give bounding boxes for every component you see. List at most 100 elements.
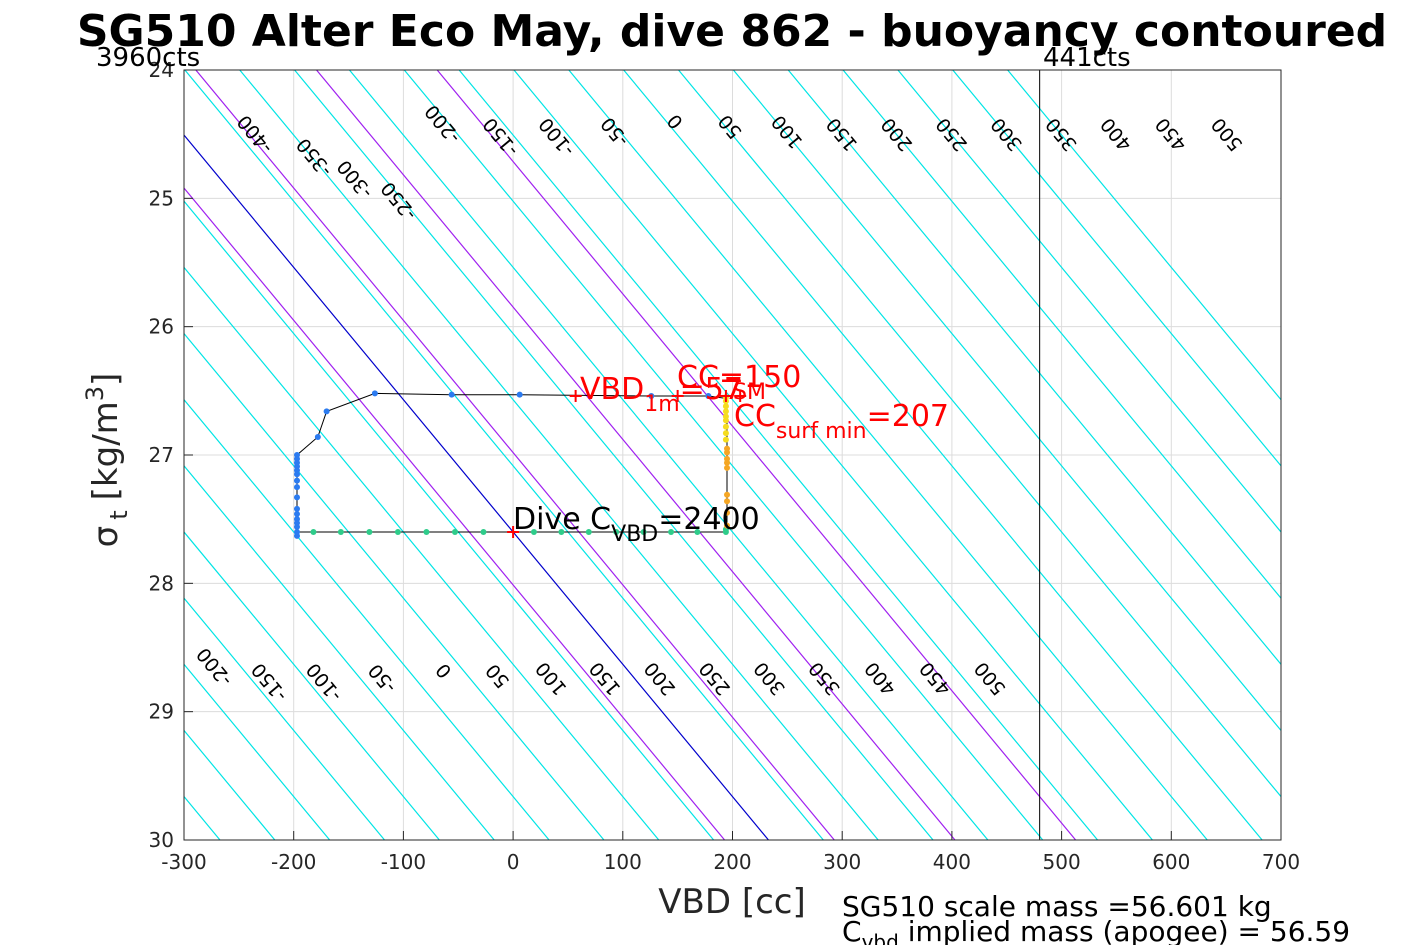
bottom-point [585,529,592,535]
y-tick-label: 27 [149,443,174,467]
buoyancy-contour [184,332,605,840]
annotation-cc: CC=150 [677,360,801,395]
buoyancy-contour [842,70,1281,600]
buoyancy-contour [184,70,824,840]
buoyancy-contour [1007,70,1281,401]
zero-buoyancy-contour [184,134,769,840]
buoyancy-contour [787,70,1281,666]
y-axis-label-end: ] [86,373,126,386]
x-tick-label: 100 [604,850,642,874]
descent-point [293,523,300,530]
svg-text:σt[kg/m3]: σt [kg/m3] [81,373,133,548]
y-tick-label: 30 [149,828,174,852]
range-contour [436,70,1077,840]
bottom-point [394,529,401,535]
y-tick-label: 29 [149,700,174,724]
ascent-point [724,455,731,462]
buoyancy-contour [458,70,1099,840]
x-tick-label: 300 [823,850,861,874]
y-tick-label: 26 [149,315,174,339]
bottom-point [480,529,487,535]
dive-points [293,390,731,539]
x-tick-label: 0 [507,850,520,874]
bottom-point [613,529,620,535]
buoyancy-contour [239,70,879,840]
buoyancy-contour [513,70,1153,840]
descent-point [293,511,300,518]
x-axis-label: VBD [cc] [658,882,806,922]
descent-point [293,494,300,501]
descent-point [293,532,300,539]
footer-scale-mass: SG510 scale mass =56.601 kg [842,890,1272,923]
buoyancy-contour [678,70,1281,798]
buoyancy-contours [184,70,1281,840]
x-tick-label: 600 [1152,850,1190,874]
bottom-point [451,529,458,535]
x-tick-label: -100 [381,850,426,874]
footer-implied-mass: Cvbd implied mass (apogee) = 56.59 [842,915,1350,945]
ascent-point [724,464,731,471]
bottom-point [337,529,344,535]
surface-point [722,430,729,437]
buoyancy-contour [184,464,495,840]
chart-title: SG510 Alter Eco May, dive 862 - buoyancy… [77,6,1387,57]
ascent-point [724,445,731,452]
buoyancy-contour [732,70,1281,732]
buoyancy-contour [184,266,660,840]
bottom-point [558,529,565,535]
bottom-point [530,529,537,535]
buoyancy-contour [623,70,1263,840]
descent-point [293,471,300,478]
buoyancy-contour [184,597,385,840]
buoyancy-contour [348,70,989,840]
buoyancy-contour [184,663,331,840]
top-right-count-label: 441cts [1043,43,1131,73]
x-tick-label: -200 [271,850,316,874]
buoyancy-contour [294,70,934,840]
ascent-point [724,491,731,498]
bottom-point [423,529,430,535]
buoyancy-contour [568,70,1208,840]
bottom-point [640,529,647,535]
descent-point [371,390,378,397]
annotation-vbd1m: VBD1m=57 [580,372,743,417]
range-contour [316,70,956,840]
annotation-sm: SM [733,380,766,405]
descent-point [293,505,300,512]
descent-point [648,392,655,399]
buoyancy-contour [184,531,440,840]
x-tick-label: 500 [1043,850,1081,874]
top-left-count-label: 3960cts [96,43,200,73]
surface-point [722,413,729,420]
y-axis-label: σt [kg/m3] [81,373,133,548]
axis-ticks: -300 -200 -100 0 100 200 300 400 500 600 700 24 25 26… [149,58,1301,874]
ascent-point [724,498,731,505]
x-tick-label: 700 [1262,850,1300,874]
descent-point [293,477,300,484]
bottom-point [668,529,675,535]
y-axis-label-unit: [kg/m [86,401,126,500]
y-tick-label: 24 [149,58,174,82]
ascent-point [724,509,731,516]
surface-point [722,408,729,415]
red-markers [507,389,747,538]
surface-point [722,436,729,443]
descent-point [314,434,321,441]
bottom-point [366,529,373,535]
y-axis-label-sup: 3 [81,386,109,401]
bottom-point [694,529,701,535]
x-tick-label: 200 [713,850,751,874]
descent-point [323,408,330,415]
range-contour [195,70,835,840]
y-tick-label: 28 [149,571,174,595]
buoyancy-contour [897,70,1281,533]
buoyancy-contour [403,70,1044,840]
surface-point [722,423,729,430]
y-tick-label: 25 [149,186,174,210]
bottom-point [310,529,317,535]
surface-point [722,403,729,410]
ascent-point [724,522,731,529]
x-tick-label: -300 [161,850,206,874]
buoyancy-contour [184,398,550,840]
